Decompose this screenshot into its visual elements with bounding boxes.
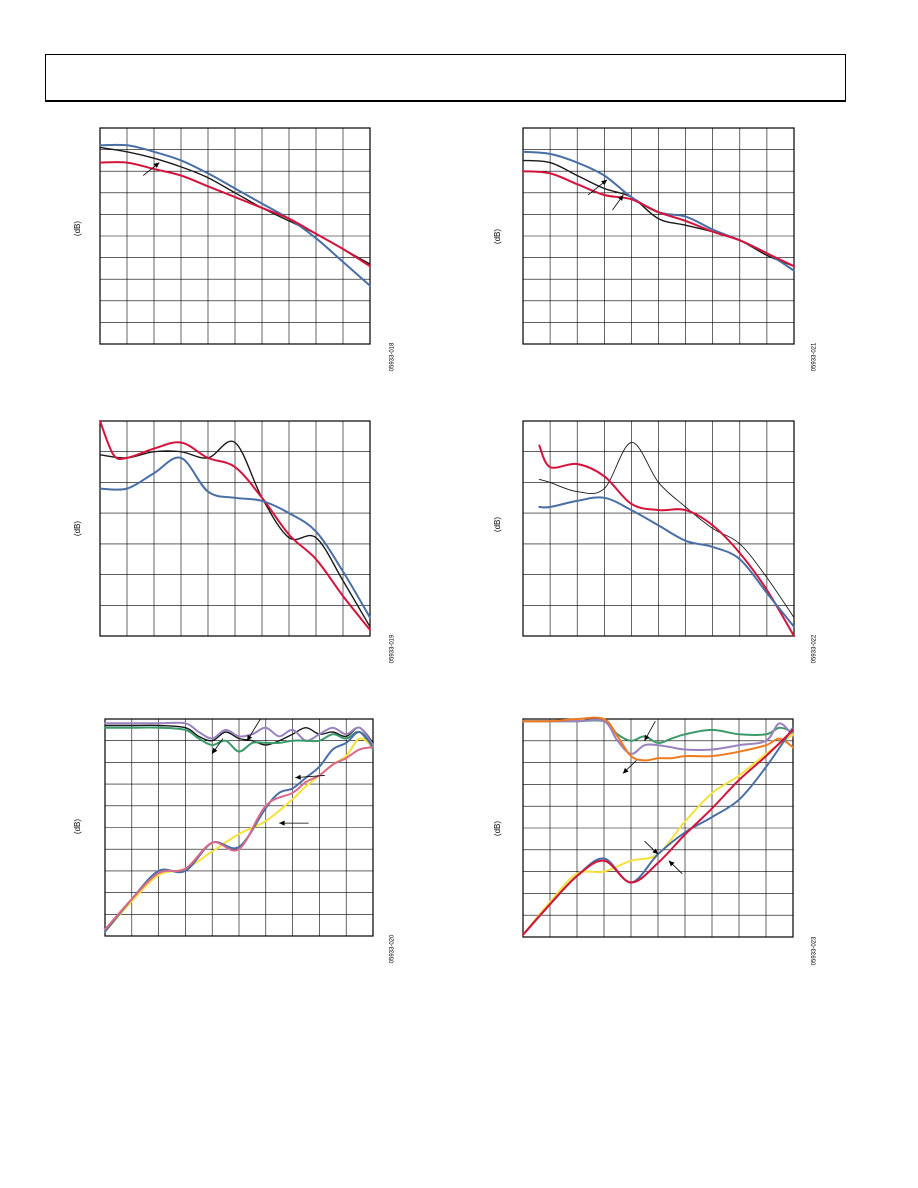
chart-5-frame (104, 718, 374, 937)
chart-4-figure-id: 05933-022 (811, 634, 818, 664)
chart-3-frame (99, 420, 371, 637)
chart-6-annotation-arrow (622, 760, 637, 774)
chart-6-arrow-head (644, 734, 650, 741)
chart-6-frame (522, 718, 794, 938)
chart-3-series-black (99, 440, 371, 628)
chart-6-svg (522, 716, 794, 938)
chart-2-arrow-head (601, 179, 608, 186)
chart-6-figure-id: 05933-023 (811, 936, 818, 966)
chart-3-figure-id: 05933-019 (389, 634, 396, 664)
chart-5-series-green (104, 726, 374, 753)
chart-2-frame (522, 127, 795, 345)
chart-6-annotation-arrow (668, 860, 683, 875)
chart-6-plot (522, 716, 794, 938)
chart-4-ylabel: (dB) (493, 516, 503, 533)
chart-2-arrow-head (618, 194, 624, 201)
chart-2-annotation-arrow (587, 179, 608, 196)
chart-5-series-pink (104, 746, 374, 931)
chart-2-plot (522, 127, 795, 345)
chart-3-series-blue (99, 456, 371, 619)
chart-5-annotation-arrow (211, 738, 224, 754)
chart-5-figure-id: 05933-020 (389, 934, 396, 964)
chart-3-series-red (99, 420, 371, 631)
chart-6-series-red (522, 728, 794, 936)
chart-5-series-blue (104, 731, 374, 933)
chart-6-arrow-head (652, 848, 658, 855)
chart-3-svg (99, 420, 371, 637)
chart-1-arrow-head (153, 162, 160, 168)
chart-5-annotation-arrow (295, 774, 325, 780)
chart-1-svg (99, 127, 371, 345)
chart-6-arrow-head (668, 860, 675, 867)
chart-2-ylabel: (dB) (493, 228, 503, 245)
chart-5-series-purple (104, 721, 374, 746)
chart-2-annotation-arrow (612, 194, 624, 211)
chart-3-ylabel: (dB) (73, 520, 83, 537)
chart-5-arrow-head (279, 820, 285, 826)
chart-5-series-yellow (104, 737, 374, 933)
chart-5-svg (104, 718, 374, 937)
chart-6-arrow-head (622, 767, 629, 774)
chart-6-series-purple (522, 718, 794, 755)
chart-2-figure-id: 05933-021 (811, 342, 818, 372)
chart-1-series-blue (99, 143, 371, 287)
chart-6-ylabel: (dB) (493, 820, 503, 837)
chart-4-series-black (538, 442, 795, 619)
chart-4-series-red (538, 444, 795, 637)
chart-5-arrow-head (295, 774, 301, 780)
chart-1-ylabel: (dB) (73, 220, 83, 237)
chart-5-plot (104, 718, 374, 937)
chart-4-svg (522, 420, 795, 637)
chart-3-plot (99, 420, 371, 637)
chart-1-series-red (99, 161, 371, 268)
chart-2-series-red (522, 170, 795, 268)
chart-6-series-orange (522, 716, 794, 762)
chart-5-arrow-head (247, 734, 253, 741)
chart-1-figure-id: 05933-018 (389, 342, 396, 372)
chart-5-ylabel: (dB) (73, 818, 83, 835)
chart-4-frame (522, 420, 795, 637)
chart-1-plot (99, 127, 371, 345)
chart-5-arrow-head (212, 747, 218, 754)
page-header-box (45, 54, 846, 102)
chart-5-annotation-arrow (279, 820, 309, 826)
chart-6-annotation-arrow (644, 720, 656, 741)
chart-2-svg (522, 127, 795, 345)
chart-4-plot (522, 420, 795, 637)
chart-4-series-blue (538, 496, 795, 628)
chart-1-frame (99, 127, 371, 345)
chart-1-annotation-arrow (142, 162, 160, 176)
chart-6-annotation-arrow (644, 840, 659, 855)
chart-5-annotation-arrow (246, 718, 261, 741)
